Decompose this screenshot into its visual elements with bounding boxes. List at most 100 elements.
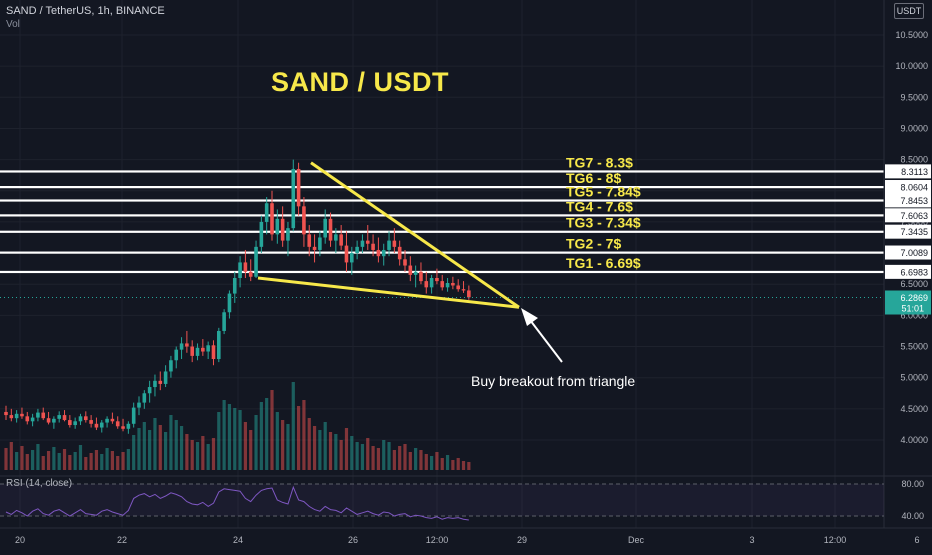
- price-axis: [884, 0, 932, 528]
- target-label: TG7 - 8.3$: [566, 154, 633, 170]
- candle-body: [62, 415, 67, 421]
- target-line: [0, 214, 884, 217]
- volume-bar: [419, 450, 423, 470]
- x-tick-label: 12:00: [426, 535, 449, 545]
- volume-bar: [31, 450, 35, 470]
- x-tick-label: 3: [749, 535, 754, 545]
- candle-body: [99, 422, 104, 428]
- rsi-label: RSI (14, close): [6, 478, 73, 489]
- candle-body: [52, 418, 56, 423]
- volume-bar: [121, 452, 125, 470]
- target-line: [0, 186, 884, 189]
- volume-bar: [20, 446, 24, 470]
- target-price-label: 7.0089: [900, 248, 928, 258]
- volume-bar: [456, 458, 460, 470]
- candle-body: [248, 271, 253, 277]
- candle-body: [302, 206, 306, 235]
- symbol-line: SAND / TetherUS, 1h, BINANCE: [6, 5, 165, 17]
- candle-body: [419, 271, 423, 282]
- volume-bar: [403, 444, 407, 470]
- target-label: TG6 - 8$: [566, 170, 621, 186]
- candle-body: [435, 278, 439, 282]
- volume-bar: [270, 390, 274, 470]
- volume-bar: [100, 454, 104, 470]
- rsi-band: [0, 484, 884, 516]
- x-tick-label: 26: [348, 535, 358, 545]
- candle-body: [280, 218, 285, 241]
- target-line: [0, 270, 884, 274]
- candle-body: [147, 387, 152, 394]
- current-price-box: [885, 290, 931, 315]
- target-price-box: [885, 180, 931, 195]
- target-price-box: [885, 164, 931, 179]
- breakout-annotation: Buy breakout from triangle: [471, 373, 636, 389]
- candle-body: [4, 411, 8, 416]
- rsi-line: [5, 485, 469, 521]
- y-tick-label: 5.0000: [900, 373, 928, 383]
- candle-body: [185, 343, 189, 347]
- y-tick-label: 10.5000: [895, 30, 928, 40]
- volume-bar: [461, 461, 466, 470]
- x-tick-label: 22: [117, 535, 127, 545]
- volume-bar: [360, 444, 365, 470]
- candle-body: [360, 240, 365, 247]
- volume-bar: [249, 430, 253, 470]
- x-tick-label: Dec: [628, 535, 645, 545]
- candle-body: [110, 418, 115, 422]
- candle-body: [259, 221, 264, 247]
- volume-bar: [15, 452, 19, 470]
- volume-bar: [371, 446, 375, 470]
- volume-bar: [297, 406, 301, 470]
- candle-body: [307, 234, 312, 247]
- candle-body: [238, 262, 242, 278]
- candle-body: [57, 415, 61, 419]
- target-price-box: [885, 264, 931, 279]
- volume-bar: [445, 455, 450, 470]
- volume-bar: [89, 453, 93, 470]
- target-price-label: 7.8453: [900, 196, 928, 206]
- volume-bar: [392, 450, 396, 470]
- candle-body: [371, 243, 375, 250]
- volume-bar: [201, 436, 205, 470]
- triangle-upper-line: [310, 161, 520, 309]
- y-tick-label: 4.5000: [900, 404, 928, 414]
- volume-bar: [36, 444, 40, 470]
- y-tick-label: 4.0000: [900, 435, 928, 445]
- volume-bar: [132, 435, 136, 470]
- target-price-label: 6.6983: [900, 267, 928, 277]
- volume-bar: [158, 425, 162, 470]
- rsi-tick-label: 80.00: [901, 479, 924, 489]
- volume-bar: [339, 440, 343, 470]
- candle-body: [291, 168, 296, 229]
- currency-button[interactable]: USDT: [894, 3, 924, 19]
- x-tick-label: 6: [914, 535, 919, 545]
- volume-bar: [46, 451, 51, 470]
- volume-bar: [110, 451, 114, 470]
- target-price-box: [885, 208, 931, 223]
- candle-body: [222, 312, 226, 331]
- chart-title: SAND / USDT: [271, 67, 450, 97]
- candle-body: [451, 282, 455, 286]
- candle-body: [264, 203, 269, 222]
- candle-body: [163, 371, 168, 384]
- target-label: TG3 - 7.34$: [566, 215, 641, 231]
- candle-body: [217, 330, 221, 359]
- y-tick-label: 9.5000: [900, 92, 928, 102]
- candle-body: [68, 420, 72, 426]
- volume-bar: [440, 458, 444, 470]
- target-line: [0, 230, 884, 233]
- volume-bar: [52, 447, 56, 470]
- candle-body: [30, 417, 35, 422]
- volume-bar: [275, 412, 279, 470]
- candle-body: [318, 237, 322, 250]
- volume-bar: [78, 445, 83, 470]
- candle-body: [456, 285, 460, 290]
- volume-bar: [281, 420, 285, 470]
- candle-body: [440, 281, 445, 288]
- volume-bar: [169, 415, 173, 470]
- volume-bar: [376, 448, 380, 470]
- volume-bar: [227, 404, 232, 470]
- volume-bar: [179, 426, 184, 470]
- volume-label: Vol: [6, 19, 20, 30]
